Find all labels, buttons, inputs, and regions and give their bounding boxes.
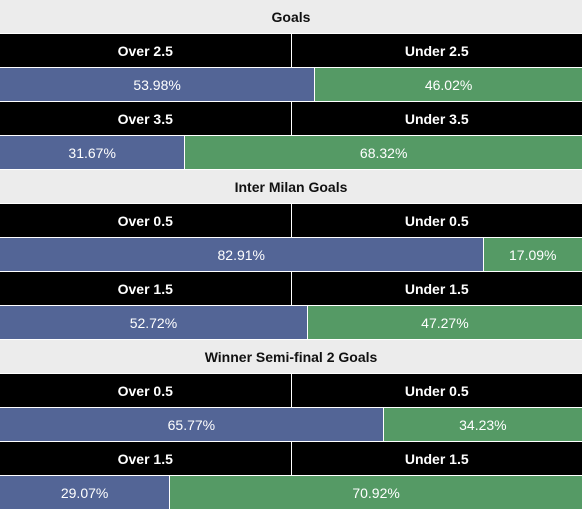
under-segment: 68.32% <box>184 136 582 169</box>
market-label-row: Over 3.5 Under 3.5 <box>0 102 582 136</box>
market-label-row: Over 1.5 Under 1.5 <box>0 442 582 476</box>
under-label: Under 0.5 <box>292 374 582 407</box>
under-segment: 46.02% <box>314 68 582 101</box>
under-label: Under 2.5 <box>292 34 582 67</box>
over-label: Over 1.5 <box>0 442 292 475</box>
under-label: Under 0.5 <box>292 204 582 237</box>
market-label-row: Over 0.5 Under 0.5 <box>0 204 582 238</box>
over-label: Over 0.5 <box>0 374 292 407</box>
over-segment: 53.98% <box>0 68 314 101</box>
probability-bar: 65.77% 34.23% <box>0 408 582 442</box>
under-label: Under 1.5 <box>292 272 582 305</box>
section-title: Inter Milan Goals <box>0 170 582 204</box>
over-segment: 52.72% <box>0 306 307 339</box>
under-segment: 47.27% <box>307 306 582 339</box>
probability-bar: 31.67% 68.32% <box>0 136 582 170</box>
over-label: Over 2.5 <box>0 34 292 67</box>
over-label: Over 1.5 <box>0 272 292 305</box>
under-label: Under 1.5 <box>292 442 582 475</box>
section-title: Winner Semi-final 2 Goals <box>0 340 582 374</box>
market-label-row: Over 1.5 Under 1.5 <box>0 272 582 306</box>
under-label: Under 3.5 <box>292 102 582 135</box>
probability-bar: 29.07% 70.92% <box>0 476 582 509</box>
under-segment: 17.09% <box>483 238 582 271</box>
over-segment: 31.67% <box>0 136 184 169</box>
section-title: Goals <box>0 0 582 34</box>
probability-bar: 52.72% 47.27% <box>0 306 582 340</box>
under-segment: 34.23% <box>383 408 582 441</box>
probability-bar: 53.98% 46.02% <box>0 68 582 102</box>
over-segment: 29.07% <box>0 476 169 509</box>
under-segment: 70.92% <box>169 476 582 509</box>
over-segment: 65.77% <box>0 408 383 441</box>
over-label: Over 3.5 <box>0 102 292 135</box>
market-label-row: Over 0.5 Under 0.5 <box>0 374 582 408</box>
over-label: Over 0.5 <box>0 204 292 237</box>
market-label-row: Over 2.5 Under 2.5 <box>0 34 582 68</box>
probability-bar: 82.91% 17.09% <box>0 238 582 272</box>
over-segment: 82.91% <box>0 238 483 271</box>
